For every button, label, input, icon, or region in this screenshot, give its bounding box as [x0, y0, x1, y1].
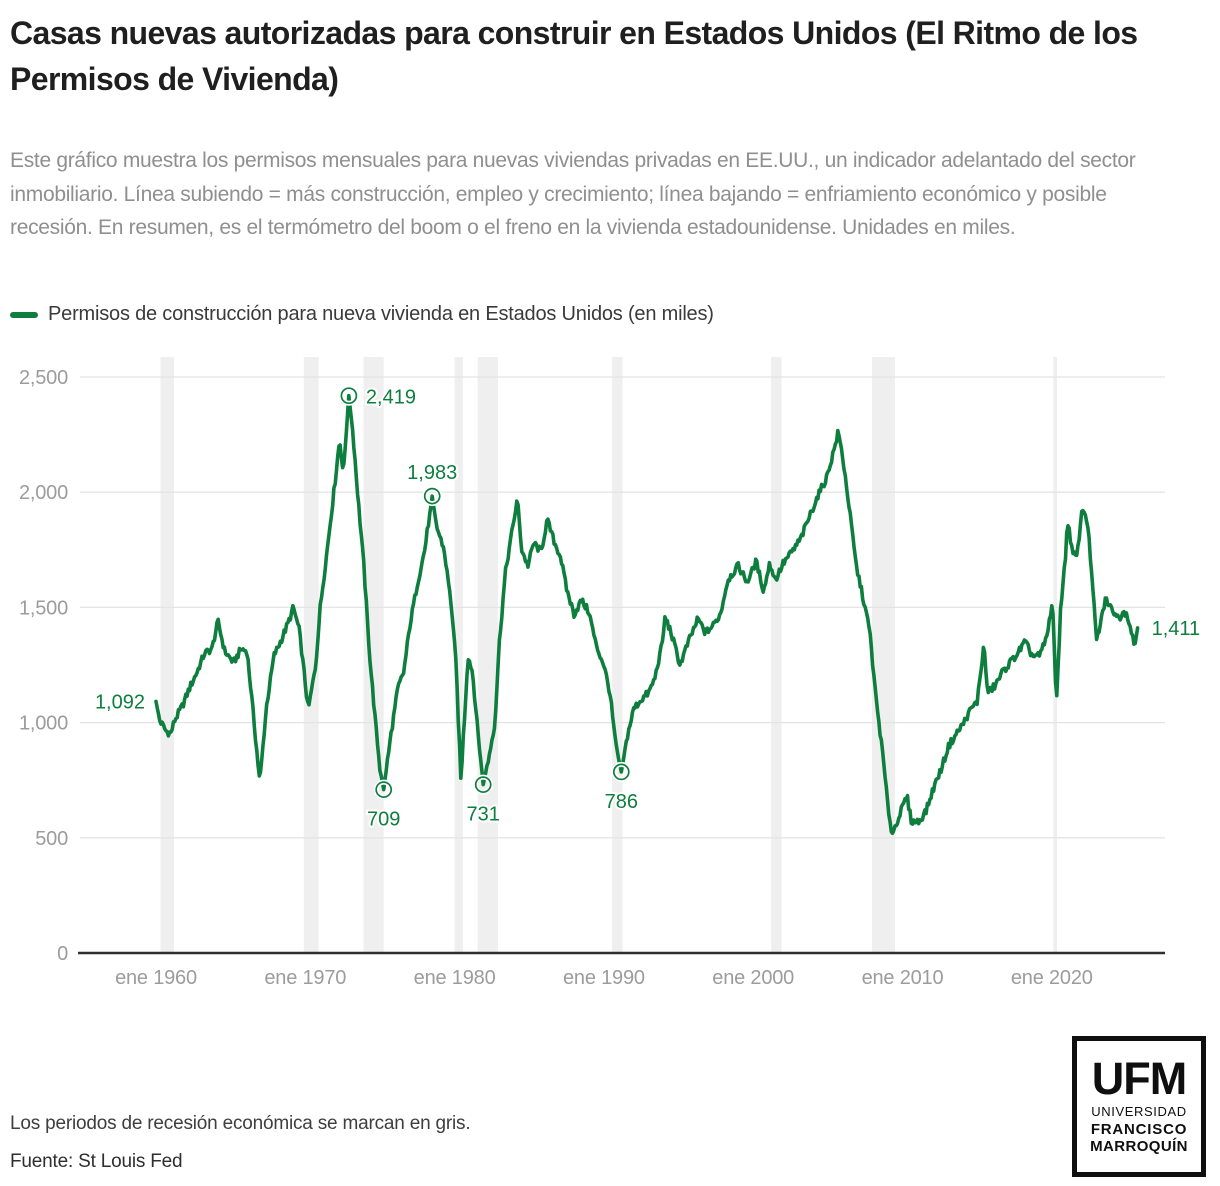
ufm-logo-marroquin: MARROQUÍN — [1090, 1137, 1188, 1155]
recession-band — [454, 357, 463, 953]
y-axis-label: 1,000 — [19, 713, 68, 735]
annotation-marker — [423, 487, 441, 505]
recession-band — [363, 357, 384, 953]
legend-line-swatch — [10, 311, 38, 318]
recession-note: Los periodos de recesión económica se ma… — [10, 1113, 471, 1134]
y-axis-label: 1,500 — [19, 597, 68, 619]
page-title: Casas nuevas autorizadas para construir … — [10, 15, 1138, 98]
x-axis-label: ene 1980 — [414, 967, 496, 989]
ufm-logo-francisco: FRANCISCO — [1090, 1120, 1188, 1138]
annotation-marker — [375, 781, 393, 798]
y-axis-label: 2,500 — [19, 367, 68, 389]
y-axis-label: 500 — [35, 828, 68, 850]
y-axis-label: 2,000 — [19, 482, 68, 504]
x-axis-label: ene 2000 — [712, 967, 794, 989]
recession-band — [612, 357, 623, 953]
x-axis-label: ene 1990 — [563, 967, 645, 989]
recession-band — [771, 357, 782, 953]
annotation-label: 1,411 — [1152, 618, 1201, 640]
recession-band — [477, 357, 498, 953]
annotation-label: 2,419 — [366, 387, 416, 409]
annotation-label: 731 — [467, 804, 500, 826]
chart-legend: Permisos de construcción para nueva vivi… — [10, 303, 714, 326]
x-axis-label: ene 2020 — [1011, 967, 1093, 989]
recession-band — [303, 357, 319, 953]
ufm-logo-acronym: UFM — [1091, 1053, 1187, 1105]
annotation-marker — [612, 763, 630, 781]
x-axis-label: ene 1960 — [115, 967, 197, 989]
annotation-label: 786 — [605, 791, 638, 813]
annotation-label: 709 — [367, 809, 400, 831]
y-axis-label: 0 — [57, 943, 68, 965]
x-axis-label: ene 1970 — [264, 967, 346, 989]
annotation-marker — [474, 776, 492, 793]
data-line — [154, 393, 1140, 835]
page-subtitle: Este gráfico muestra los permisos mensua… — [10, 149, 1136, 240]
ufm-logo: UFM UNIVERSIDAD FRANCISCO MARROQUÍN — [1072, 1036, 1206, 1177]
recession-band — [871, 357, 895, 953]
line-chart: 0 500 1,000 1,500 2,000 2,500 ene 1960 ene 1970… — [19, 357, 1202, 989]
ufm-logo-universidad: UNIVERSIDAD — [1091, 1103, 1187, 1119]
source-note: Fuente: St Louis Fed — [10, 1151, 183, 1172]
annotation-label: 1,092 — [95, 691, 145, 713]
x-axis-label: ene 2010 — [862, 967, 944, 989]
annotation-marker — [340, 387, 358, 405]
legend-label: Permisos de construcción para nueva vivi… — [48, 303, 714, 325]
recession-band — [160, 357, 174, 953]
annotation-label: 1,983 — [407, 462, 457, 484]
